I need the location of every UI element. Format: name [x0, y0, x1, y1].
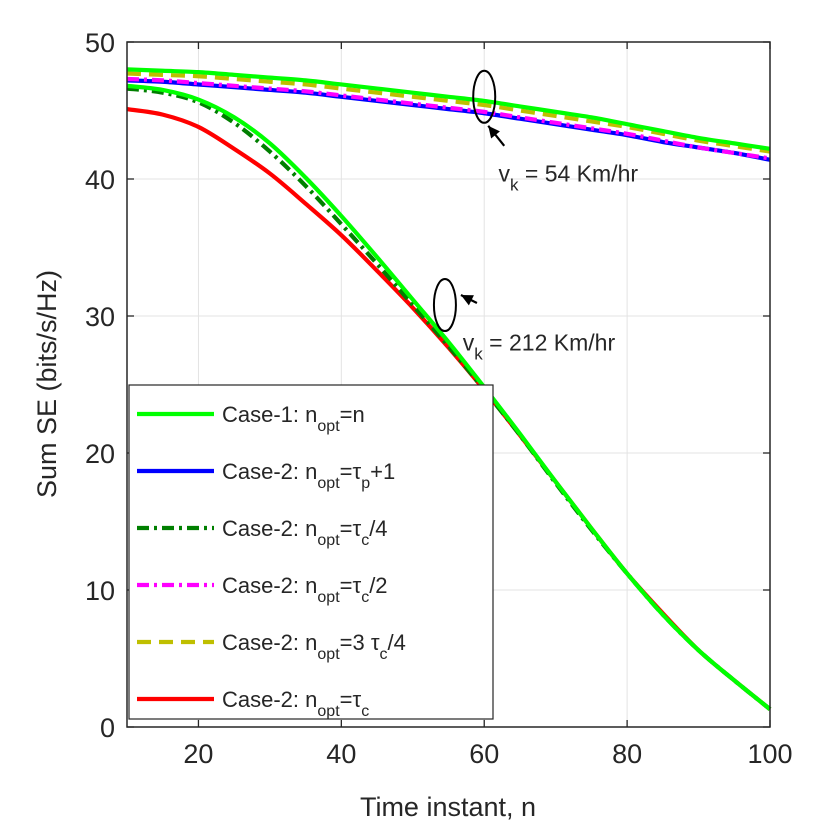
- x-axis-title: Time instant, n: [360, 792, 536, 822]
- legend-mid: =τ: [340, 459, 362, 484]
- y-tick-label: 50: [85, 28, 115, 58]
- legend-mid: =τ: [340, 516, 362, 541]
- legend-mid: =τ: [340, 687, 362, 712]
- legend-sub-opt: opt: [317, 589, 340, 606]
- annotation-rest: = 212 Km/hr: [483, 329, 616, 355]
- legend-sub-opt: opt: [317, 418, 340, 435]
- annotation-label-54: vk = 54 Km/hr: [499, 161, 639, 195]
- series-line-4: [126, 71, 771, 154]
- x-tick-label: 40: [326, 739, 356, 769]
- legend-prefix: Case-2: n: [222, 516, 317, 541]
- legend-sub-tau: c: [380, 646, 388, 663]
- legend-sub-tau: p: [361, 475, 370, 492]
- legend-suffix: +1: [370, 459, 395, 484]
- y-tick-label: 30: [85, 302, 115, 332]
- axis-ticks: 20 40 60 80 100 0 10 20 30 40 50: [85, 28, 793, 769]
- legend-sub-opt: opt: [317, 532, 340, 549]
- annotation-label-212: vk = 212 Km/hr: [463, 329, 616, 363]
- y-tick-label: 40: [85, 165, 115, 195]
- legend-box: [128, 384, 494, 720]
- legend-mid: =τ: [340, 573, 362, 598]
- legend-prefix: Case-2: n: [222, 630, 317, 655]
- annotation-base: v: [463, 329, 475, 355]
- legend-prefix: Case-2: n: [222, 573, 317, 598]
- y-axis-title: Sum SE (bits/s/Hz): [32, 270, 62, 498]
- legend-sub-tau: c: [361, 532, 369, 549]
- legend-mid: =3 τ: [340, 630, 380, 655]
- annotation-ellipse-212: [432, 278, 457, 333]
- legend-label-3: Case-2: nopt=τc/2: [222, 573, 388, 606]
- x-tick-label: 100: [747, 739, 792, 769]
- y-tick-label: 0: [100, 713, 115, 743]
- legend-label-1: Case-2: nopt=τp+1: [222, 459, 395, 492]
- legend-sub-tau: c: [361, 703, 369, 720]
- series-lines: [126, 67, 772, 711]
- annotation-arrowhead-212: [460, 295, 474, 306]
- legend-prefix: Case-2: n: [222, 687, 317, 712]
- x-tick-label: 20: [183, 739, 213, 769]
- series-line-6: [126, 83, 772, 711]
- annotation-sub: k: [474, 344, 483, 363]
- annotation-ellipse-54: [472, 69, 497, 124]
- legend-label-0: Case-1: nopt=n: [222, 402, 365, 435]
- axes-frame: [126, 41, 771, 728]
- legend-suffix: /4: [369, 516, 387, 541]
- legend-suffix: /4: [388, 630, 406, 655]
- series-line-3: [126, 76, 771, 161]
- legend-sub-tau: c: [361, 589, 369, 606]
- legend-sub-opt: opt: [317, 475, 340, 492]
- annotation-rest: = 54 Km/hr: [519, 161, 639, 187]
- legend-label-2: Case-2: nopt=τc/4: [222, 516, 388, 549]
- legend-label-4: Case-2: nopt=3 τc/4: [222, 630, 406, 663]
- y-tick-label: 20: [85, 439, 115, 469]
- legend-sub-opt: opt: [317, 703, 340, 720]
- series-line-0: [126, 67, 771, 151]
- legend-prefix: Case-2: n: [222, 459, 317, 484]
- y-tick-label: 10: [85, 576, 115, 606]
- legend-mid: =n: [340, 402, 365, 427]
- x-tick-label: 80: [612, 739, 642, 769]
- legend-label-5: Case-2: nopt=τc: [222, 687, 369, 720]
- annotation-arrowhead-54: [488, 125, 500, 139]
- annotation-base: v: [499, 161, 511, 187]
- legend-suffix: /2: [369, 573, 387, 598]
- x-tick-label: 60: [469, 739, 499, 769]
- annotation-sub: k: [510, 176, 519, 195]
- legend-prefix: Case-1: n: [222, 402, 317, 427]
- legend-sub-opt: opt: [317, 646, 340, 663]
